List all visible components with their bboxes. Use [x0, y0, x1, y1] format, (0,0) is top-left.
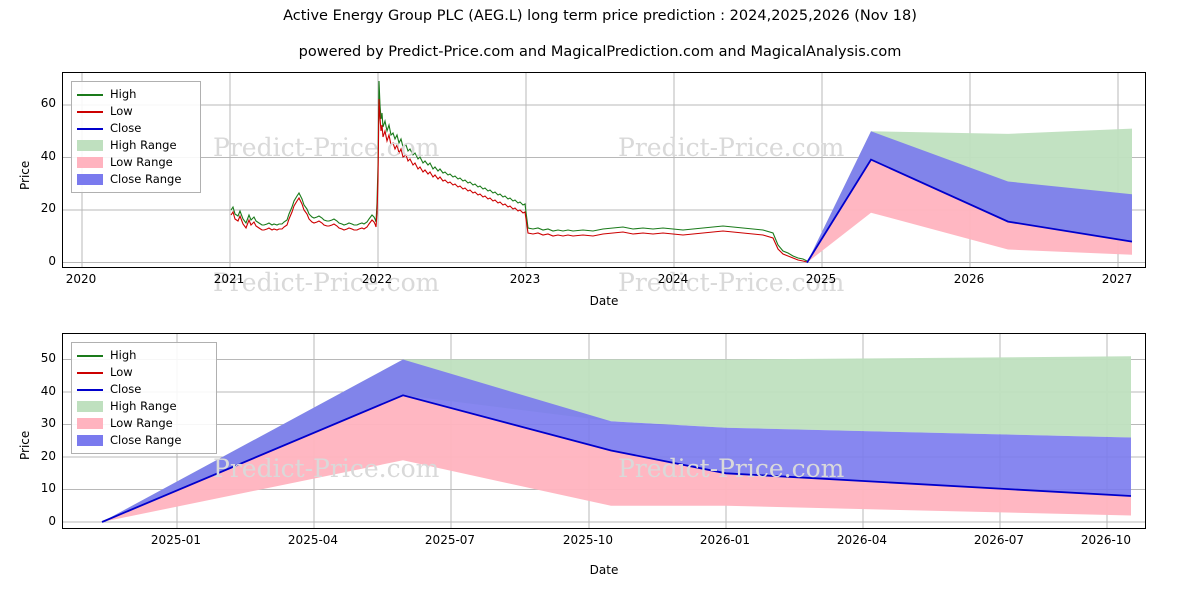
top-panel-legend: High Low Close High Range Low Range	[71, 81, 201, 193]
legend-key-close-range	[77, 174, 103, 185]
legend-label-close: Close	[110, 382, 142, 396]
bottom-panel-legend: High Low Close High Range Low Range	[71, 342, 217, 454]
bottom-ytick-50: 50	[40, 351, 56, 365]
legend-key-high	[77, 350, 103, 361]
legend-key-high-range	[77, 401, 103, 412]
bottom-panel-plot-area: High Low Close High Range Low Range	[62, 333, 1146, 529]
bottom-ytick-40: 40	[40, 384, 56, 398]
bottom-xtick-2026-01: 2026-01	[699, 533, 751, 547]
legend-item-low-range: Low Range	[77, 415, 210, 432]
legend-label-high-range: High Range	[110, 138, 177, 152]
legend-item-high-range: High Range	[77, 137, 194, 154]
chart-title: Active Energy Group PLC (AEG.L) long ter…	[283, 8, 917, 24]
bottom-panel: Price	[0, 310, 1200, 600]
legend-key-low	[77, 367, 103, 378]
legend-item-low: Low	[77, 103, 194, 120]
top-xtick-2021: 2021	[213, 272, 245, 286]
bottom-ytick-0: 0	[48, 514, 56, 528]
top-panel-xlabel: Date	[589, 294, 619, 308]
bottom-panel-xlabel: Date	[589, 563, 619, 577]
top-panel-plot-area: High Low Close High Range Low Range	[62, 72, 1146, 297]
legend-label-low: Low	[110, 104, 133, 118]
bottom-xtick-2026-04: 2026-04	[836, 533, 888, 547]
legend-item-close-range: Close Range	[77, 432, 210, 449]
bottom-xtick-2025-04: 2025-04	[287, 533, 339, 547]
bottom-xtick-2025-07: 2025-07	[424, 533, 476, 547]
top-xtick-2025: 2025	[805, 272, 837, 286]
bottom-panel-svg	[63, 334, 1145, 528]
legend-label-low-range: Low Range	[110, 416, 173, 430]
top-ytick-0: 0	[48, 254, 56, 268]
top-ytick-40: 40	[40, 149, 56, 163]
legend-key-low	[77, 106, 103, 117]
legend-key-high	[77, 89, 103, 100]
legend-item-close: Close	[77, 381, 210, 398]
top-xtick-2026: 2026	[953, 272, 985, 286]
legend-item-high: High	[77, 347, 210, 364]
top-xtick-2027: 2027	[1101, 272, 1133, 286]
top-ytick-60: 60	[40, 96, 56, 110]
bottom-xtick-2026-07: 2026-07	[973, 533, 1025, 547]
legend-label-high: High	[110, 348, 137, 362]
top-ytick-20: 20	[40, 201, 56, 215]
bottom-xtick-2025-10: 2025-10	[562, 533, 614, 547]
top-panel-ylabel: Price	[18, 160, 32, 190]
bottom-ytick-10: 10	[40, 481, 56, 495]
legend-label-close-range: Close Range	[110, 172, 182, 186]
legend-key-low-range	[77, 157, 103, 168]
bottom-ytick-20: 20	[40, 449, 56, 463]
top-panel: Price	[18, 72, 1146, 308]
legend-label-low: Low	[110, 365, 133, 379]
top-xtick-2024: 2024	[657, 272, 689, 286]
legend-item-close-range: Close Range	[77, 171, 194, 188]
legend-key-low-range	[77, 418, 103, 429]
chart-subtitle: powered by Predict-Price.com and Magical…	[298, 44, 902, 60]
legend-key-close	[77, 123, 103, 134]
legend-key-high-range	[77, 140, 103, 151]
legend-label-close-range: Close Range	[110, 433, 182, 447]
bottom-ytick-30: 30	[40, 416, 56, 430]
legend-item-high-range: High Range	[77, 398, 210, 415]
bottom-panel-ylabel: Price	[18, 430, 32, 460]
top-panel-svg	[63, 73, 1145, 267]
legend-key-close	[77, 384, 103, 395]
bottom-xtick-2025-01: 2025-01	[150, 533, 202, 547]
legend-item-high: High	[77, 86, 194, 103]
legend-label-close: Close	[110, 121, 142, 135]
bottom-xtick-2026-10: 2026-10	[1080, 533, 1132, 547]
legend-item-low: Low	[77, 364, 210, 381]
legend-key-close-range	[77, 435, 103, 446]
legend-label-high-range: High Range	[110, 399, 177, 413]
top-xtick-2022: 2022	[361, 272, 393, 286]
top-xtick-2023: 2023	[509, 272, 541, 286]
legend-label-low-range: Low Range	[110, 155, 173, 169]
legend-label-high: High	[110, 87, 137, 101]
legend-item-close: Close	[77, 120, 194, 137]
legend-item-low-range: Low Range	[77, 154, 194, 171]
top-xtick-2020: 2020	[65, 272, 97, 286]
